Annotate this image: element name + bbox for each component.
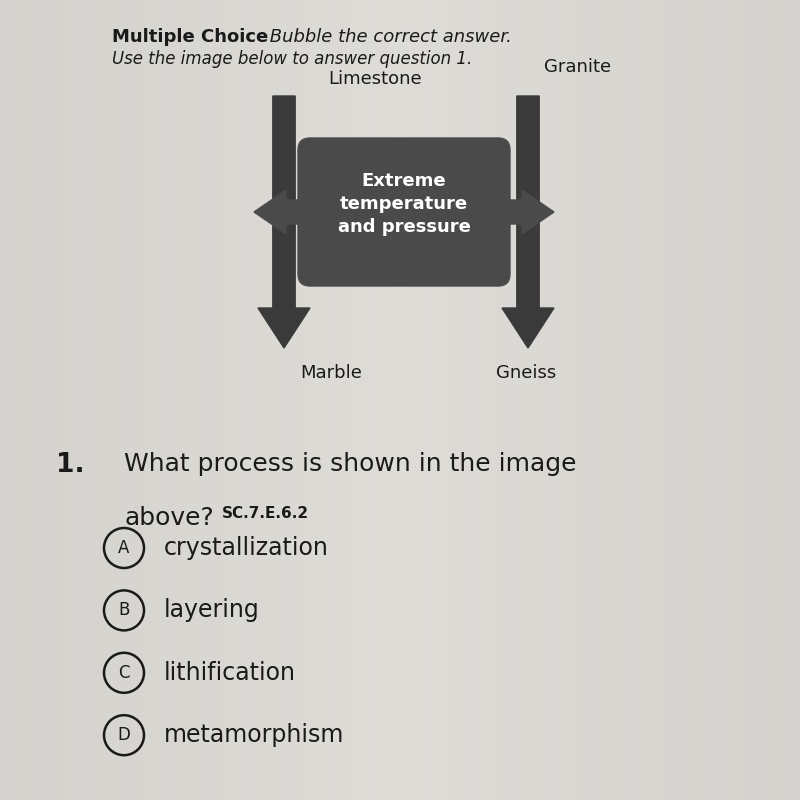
Text: SC.7.E.6.2: SC.7.E.6.2 (222, 506, 309, 522)
Text: crystallization: crystallization (164, 536, 329, 560)
Text: above?: above? (124, 506, 214, 530)
Text: 1.: 1. (56, 452, 85, 478)
Text: D: D (118, 726, 130, 744)
Text: Use the image below to answer question 1.: Use the image below to answer question 1… (112, 50, 472, 68)
FancyBboxPatch shape (298, 138, 510, 286)
Text: B: B (118, 602, 130, 619)
Text: Gneiss: Gneiss (496, 364, 556, 382)
Text: layering: layering (164, 598, 260, 622)
Text: lithification: lithification (164, 661, 296, 685)
Text: Granite: Granite (544, 58, 611, 76)
Text: Limestone: Limestone (328, 70, 422, 88)
Text: Bubble the correct answer.: Bubble the correct answer. (264, 28, 512, 46)
FancyArrow shape (258, 96, 310, 348)
FancyArrow shape (498, 190, 554, 234)
Text: Extreme
temperature
and pressure: Extreme temperature and pressure (338, 172, 470, 236)
FancyArrow shape (502, 96, 554, 348)
Text: Marble: Marble (300, 364, 362, 382)
Text: What process is shown in the image: What process is shown in the image (124, 452, 577, 476)
FancyArrow shape (254, 190, 310, 234)
Text: metamorphism: metamorphism (164, 723, 344, 747)
Text: Multiple Choice: Multiple Choice (112, 28, 268, 46)
Text: A: A (118, 539, 130, 557)
Text: C: C (118, 664, 130, 682)
